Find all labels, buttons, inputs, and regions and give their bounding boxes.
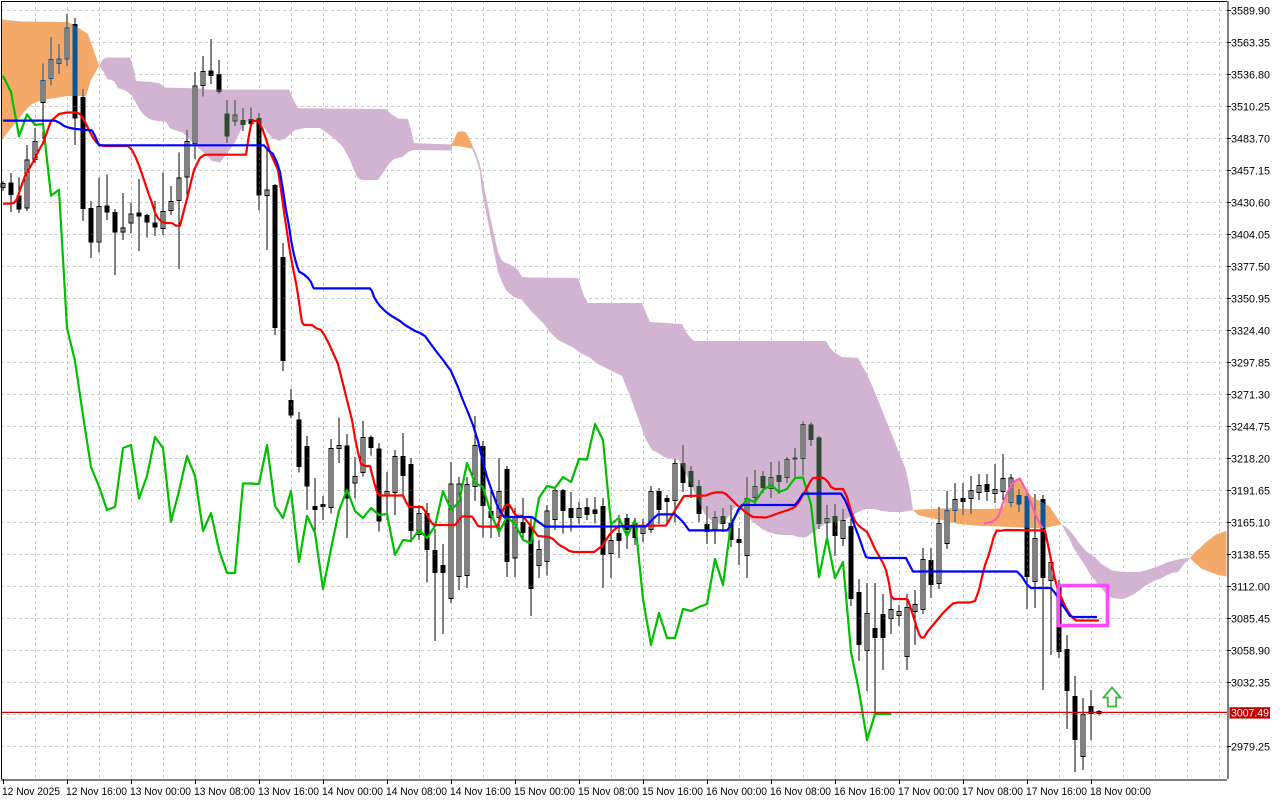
svg-text:17 Nov 16:00: 17 Nov 16:00 [1026, 786, 1087, 798]
svg-text:14 Nov 00:00: 14 Nov 00:00 [322, 786, 383, 798]
svg-text:3324.40: 3324.40 [1231, 326, 1270, 338]
svg-text:3297.85: 3297.85 [1231, 358, 1270, 370]
svg-text:3510.25: 3510.25 [1231, 102, 1270, 114]
svg-text:17 Nov 08:00: 17 Nov 08:00 [962, 786, 1023, 798]
svg-text:3404.05: 3404.05 [1231, 230, 1270, 242]
svg-text:13 Nov 08:00: 13 Nov 08:00 [194, 786, 255, 798]
svg-text:3138.55: 3138.55 [1231, 550, 1270, 562]
svg-text:3457.15: 3457.15 [1231, 166, 1270, 178]
svg-text:3218.20: 3218.20 [1231, 454, 1270, 466]
svg-text:3483.70: 3483.70 [1231, 134, 1270, 146]
svg-text:18 Nov 00:00: 18 Nov 00:00 [1090, 786, 1151, 798]
svg-text:16 Nov 00:00: 16 Nov 00:00 [706, 786, 767, 798]
svg-text:3430.60: 3430.60 [1231, 198, 1270, 210]
svg-text:3350.95: 3350.95 [1231, 294, 1270, 306]
svg-text:13 Nov 00:00: 13 Nov 00:00 [130, 786, 191, 798]
svg-text:12 Nov 2025: 12 Nov 2025 [2, 786, 60, 798]
svg-text:3085.45: 3085.45 [1231, 614, 1270, 626]
svg-text:3589.90: 3589.90 [1231, 6, 1270, 18]
svg-text:3058.90: 3058.90 [1231, 646, 1270, 658]
svg-text:14 Nov 08:00: 14 Nov 08:00 [386, 786, 447, 798]
svg-text:3563.35: 3563.35 [1231, 38, 1270, 50]
svg-text:15 Nov 16:00: 15 Nov 16:00 [642, 786, 703, 798]
svg-text:3165.10: 3165.10 [1231, 518, 1270, 530]
svg-text:3032.35: 3032.35 [1231, 678, 1270, 690]
svg-text:3244.75: 3244.75 [1231, 422, 1270, 434]
svg-text:3536.80: 3536.80 [1231, 70, 1270, 82]
svg-text:3271.30: 3271.30 [1231, 390, 1270, 402]
svg-text:13 Nov 16:00: 13 Nov 16:00 [258, 786, 319, 798]
svg-text:15 Nov 00:00: 15 Nov 00:00 [514, 786, 575, 798]
svg-text:2979.25: 2979.25 [1231, 742, 1270, 754]
svg-text:3007.49: 3007.49 [1231, 708, 1269, 720]
svg-text:3112.00: 3112.00 [1231, 582, 1270, 594]
svg-text:3377.50: 3377.50 [1231, 262, 1270, 274]
svg-text:3191.65: 3191.65 [1231, 486, 1270, 498]
svg-text:14 Nov 16:00: 14 Nov 16:00 [450, 786, 511, 798]
svg-text:15 Nov 08:00: 15 Nov 08:00 [578, 786, 639, 798]
svg-text:16 Nov 16:00: 16 Nov 16:00 [834, 786, 895, 798]
svg-text:12 Nov 16:00: 12 Nov 16:00 [66, 786, 127, 798]
svg-text:17 Nov 00:00: 17 Nov 00:00 [898, 786, 959, 798]
svg-text:16 Nov 08:00: 16 Nov 08:00 [770, 786, 831, 798]
